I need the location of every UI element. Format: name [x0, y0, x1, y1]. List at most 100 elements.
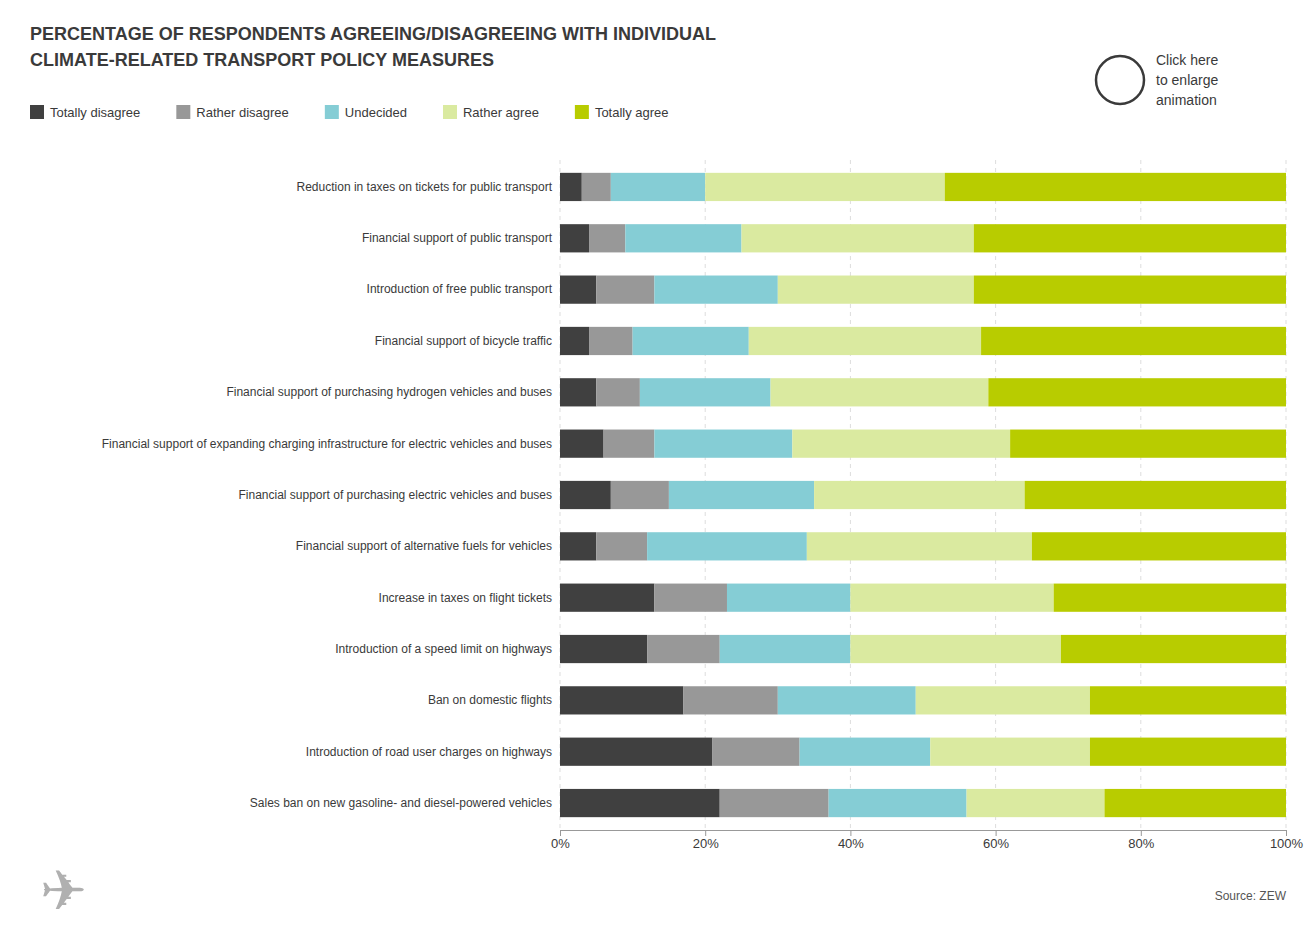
bar — [988, 378, 1286, 406]
legend-label: Rather agree — [463, 105, 539, 120]
y-tick: Introduction of free public transport — [367, 282, 560, 296]
legend-label: Totally agree — [595, 105, 669, 120]
bar — [1010, 430, 1286, 458]
y-tick-label: Financial support of bicycle traffic — [375, 334, 552, 348]
legend-item: Totally agree — [575, 105, 669, 120]
series — [945, 173, 1286, 817]
bar — [1032, 532, 1286, 560]
bar — [850, 584, 1053, 612]
legend-label: Rather disagree — [196, 105, 289, 120]
legend-label: Totally disagree — [50, 105, 140, 120]
airplane-icon: ✈ — [40, 858, 87, 923]
x-tick-label: 0% — [551, 836, 570, 851]
bar — [596, 532, 647, 560]
y-tick: Introduction of road user charges on hig… — [306, 745, 560, 759]
y-tick: Reduction in taxes on tickets for public… — [297, 180, 560, 194]
bar — [778, 276, 974, 304]
x-tick-label: 40% — [838, 836, 864, 851]
bar — [560, 327, 589, 355]
bar — [596, 276, 654, 304]
bar — [1061, 635, 1286, 663]
bar — [814, 481, 1025, 509]
bar — [560, 276, 596, 304]
y-tick-label: Ban on domestic flights — [428, 693, 552, 707]
bar — [596, 378, 640, 406]
bar — [1025, 481, 1286, 509]
legend-swatch — [30, 105, 44, 119]
bar — [1090, 738, 1286, 766]
bar — [945, 173, 1286, 201]
bar — [771, 378, 989, 406]
bar — [560, 789, 720, 817]
x-tick: 100% — [1270, 830, 1304, 851]
y-tick: Introduction of a speed limit on highway… — [335, 642, 560, 656]
bar — [604, 430, 655, 458]
y-tick-label: Financial support of purchasing hydrogen… — [226, 385, 552, 399]
bar — [967, 789, 1105, 817]
bar — [647, 532, 807, 560]
x-tick-mark — [996, 830, 997, 836]
bar — [916, 686, 1090, 714]
chart: PERCENTAGE OF RESPONDENTS AGREEING/DISAG… — [0, 0, 1316, 940]
bar — [560, 378, 596, 406]
legend-swatch — [325, 105, 339, 119]
bar — [633, 327, 749, 355]
bars — [560, 173, 1286, 817]
bar — [705, 173, 945, 201]
bar — [829, 789, 967, 817]
y-tick-label: Financial support of alternative fuels f… — [296, 539, 552, 553]
y-tick-label: Financial support of purchasing electric… — [238, 488, 552, 502]
bar — [654, 584, 727, 612]
y-tick: Financial support of purchasing electric… — [238, 488, 560, 502]
bar — [640, 378, 771, 406]
x-tick-mark — [1141, 830, 1142, 836]
bar — [720, 789, 829, 817]
bar — [589, 327, 633, 355]
y-tick-label: Sales ban on new gasoline- and diesel-po… — [250, 796, 552, 810]
bar — [712, 738, 799, 766]
x-tick-label: 100% — [1270, 836, 1304, 851]
x-tick-mark — [560, 830, 561, 836]
bar — [560, 481, 611, 509]
y-tick: Financial support of public transport — [362, 231, 560, 245]
legend-item: Undecided — [325, 105, 407, 120]
y-tick: Ban on domestic flights — [428, 693, 560, 707]
bar — [930, 738, 1090, 766]
bar — [582, 173, 611, 201]
bar — [749, 327, 981, 355]
bar — [683, 686, 777, 714]
y-tick-label: Increase in taxes on flight tickets — [379, 591, 552, 605]
y-tick: Financial support of purchasing hydrogen… — [226, 385, 560, 399]
x-tick: 60% — [983, 830, 1009, 851]
bar — [560, 686, 683, 714]
y-tick-label: Financial support of expanding charging … — [102, 436, 552, 450]
bar — [611, 173, 705, 201]
x-tick-label: 20% — [693, 836, 719, 851]
bar — [560, 430, 604, 458]
bar — [560, 738, 712, 766]
bar — [807, 532, 1032, 560]
bar — [560, 224, 589, 252]
title: PERCENTAGE OF RESPONDENTS AGREEING/DISAG… — [30, 24, 716, 70]
x-tick-mark — [1286, 830, 1287, 836]
x-tick-label: 80% — [1128, 836, 1154, 851]
legend: Totally disagree Rather disagree Undecided… — [30, 105, 669, 120]
y-tick: Increase in taxes on flight tickets — [379, 591, 560, 605]
y-tick: Sales ban on new gasoline- and diesel-po… — [250, 796, 560, 810]
bar — [974, 224, 1286, 252]
bar — [654, 430, 792, 458]
source: Source: ZEW — [1215, 889, 1287, 903]
y-tick-label: Financial support of public transport — [362, 231, 553, 245]
bar — [625, 224, 741, 252]
x-tick-label: 60% — [983, 836, 1009, 851]
x-axis-line — [561, 831, 1287, 837]
y-tick-label: Reduction in taxes on tickets for public… — [297, 180, 553, 194]
bar — [800, 738, 931, 766]
bar — [560, 532, 596, 560]
bar — [720, 635, 851, 663]
bar — [611, 481, 669, 509]
bar — [850, 635, 1061, 663]
legend-swatch — [176, 105, 190, 119]
grid — [560, 160, 1286, 830]
bar — [1054, 584, 1286, 612]
